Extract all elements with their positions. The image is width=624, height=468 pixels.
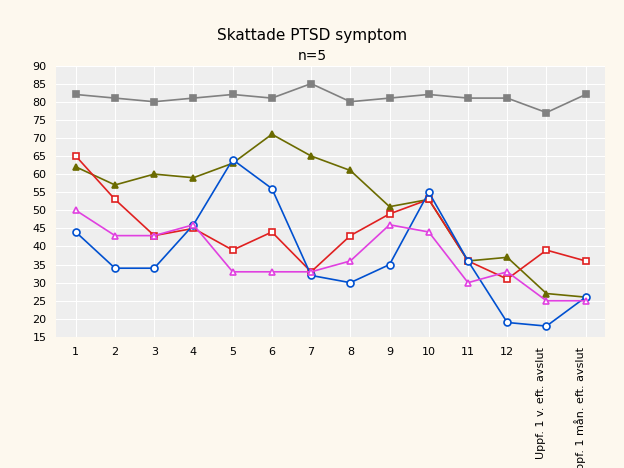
Text: Skattade PTSD symptom: Skattade PTSD symptom [217,28,407,43]
Text: n=5: n=5 [298,49,326,63]
